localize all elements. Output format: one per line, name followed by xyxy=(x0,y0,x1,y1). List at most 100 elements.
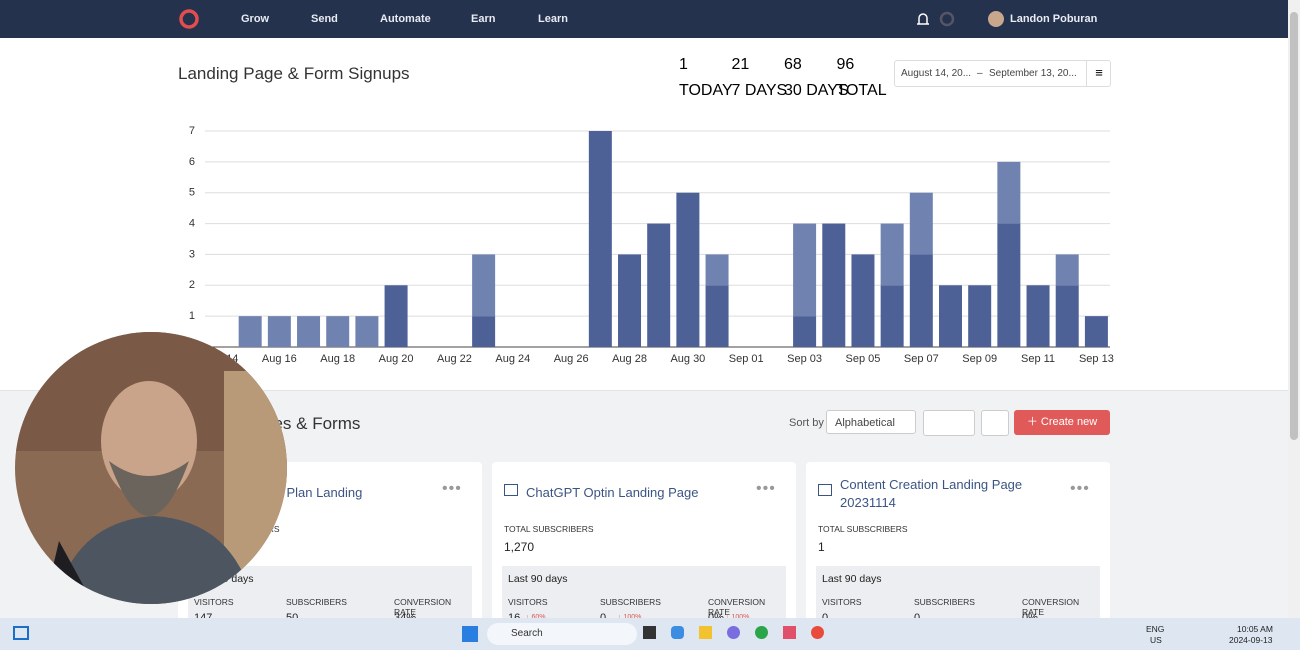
widgets[interactable] xyxy=(13,626,29,640)
webcam-overlay xyxy=(15,332,287,604)
bar-segment xyxy=(997,223,1021,347)
stats-box: Last 90 daysVISITORS0SUBSCRIBERS0CONVERS… xyxy=(816,566,1100,626)
logo[interactable] xyxy=(178,8,200,30)
view-toggle[interactable] xyxy=(923,410,975,436)
x-tick-label: Sep 09 xyxy=(962,353,997,365)
y-tick-label: 4 xyxy=(189,217,195,229)
x-tick-label: Sep 07 xyxy=(904,353,939,365)
y-tick-label: 1 xyxy=(189,310,195,322)
clock-time[interactable]: 10:05 AM xyxy=(1237,624,1273,634)
x-tick-label: Aug 28 xyxy=(612,353,647,365)
bar-segment xyxy=(851,254,875,347)
total-label: TOTAL SUBSCRIBERS xyxy=(504,524,594,534)
archive-button[interactable] xyxy=(981,410,1009,436)
x-tick-label: Aug 30 xyxy=(670,353,705,365)
rate-change: ↓ 100% xyxy=(726,614,749,621)
bar-segment xyxy=(705,254,729,286)
bar-segment xyxy=(472,316,496,347)
card-icon xyxy=(818,484,832,496)
bar-segment xyxy=(793,223,817,317)
card[interactable]: Content Creation Landing Page 20231114 ••… xyxy=(806,462,1110,626)
rate-label: CONVERSION RATE xyxy=(708,597,766,617)
card[interactable]: ChatGPT Optin Landing Page ••• TOTAL SUBSC… xyxy=(492,462,796,626)
scrollbar[interactable] xyxy=(1288,0,1300,618)
nav-item[interactable]: Learn xyxy=(538,13,568,25)
lang[interactable]: ENG xyxy=(1146,624,1165,634)
date-range[interactable]: August 14, 20... – September 13, 20... ≡ xyxy=(894,60,1111,87)
user-name[interactable]: Landon Poburan xyxy=(1010,13,1098,25)
x-tick-label: Aug 22 xyxy=(437,353,472,365)
menu-button[interactable]: ≡ xyxy=(1086,61,1111,86)
visitors-label: VISITORS xyxy=(822,597,862,607)
search-box[interactable]: Search xyxy=(487,623,637,645)
subscribers-label: SUBSCRIBERS xyxy=(286,597,347,607)
x-tick-label: Aug 24 xyxy=(495,353,530,365)
taskbar: Search ENG US 10:05 AM 2024-09-13 xyxy=(0,618,1300,650)
sort-select[interactable]: Alphabetical xyxy=(826,410,916,434)
nav-item[interactable]: Send xyxy=(311,13,338,25)
start[interactable] xyxy=(462,626,478,642)
y-tick-label: 5 xyxy=(189,187,195,199)
create-label[interactable]: Create new xyxy=(1040,416,1098,428)
bar-segment xyxy=(647,223,671,347)
bar-segment xyxy=(297,316,321,347)
nav-item[interactable]: Grow xyxy=(241,13,270,25)
stat-label: 7 DAYS xyxy=(731,82,788,99)
bar-segment xyxy=(1026,285,1050,347)
visitors-change: ↓ 60% xyxy=(526,614,545,621)
y-tick-label: 6 xyxy=(189,156,195,168)
period: Last 90 days xyxy=(822,573,882,585)
card-icon xyxy=(504,484,518,496)
search-label[interactable]: Search xyxy=(511,628,543,639)
create-button[interactable]: ＋ Create new xyxy=(1014,410,1110,435)
subscribers-label: SUBSCRIBERS xyxy=(914,597,975,607)
x-tick-label: Sep 05 xyxy=(846,353,881,365)
date-end[interactable]: September 13, 20... xyxy=(989,68,1077,79)
subscribers-label: SUBSCRIBERS xyxy=(600,597,661,607)
stat-value: 21 xyxy=(731,56,750,73)
app-icons[interactable] xyxy=(643,626,843,642)
stat-value: 96 xyxy=(836,56,855,73)
nav-item[interactable]: Earn xyxy=(471,13,496,25)
bar-segment xyxy=(1084,316,1108,347)
bar-segment xyxy=(880,223,904,286)
rate-label: CONVERSION RATE xyxy=(1022,597,1080,617)
bar-segment xyxy=(472,254,496,317)
nav-icons[interactable] xyxy=(914,11,958,29)
stat-label: 30 DAYS xyxy=(784,82,849,99)
bar-segment xyxy=(880,285,904,347)
card-menu: ••• xyxy=(1070,480,1090,497)
date-start[interactable]: August 14, 20... xyxy=(901,68,972,79)
y-tick-label: 2 xyxy=(189,279,195,291)
x-tick-label: Aug 20 xyxy=(379,353,414,365)
total-value: 1 xyxy=(818,540,825,554)
scroll-thumb[interactable] xyxy=(1290,12,1298,440)
card-menu: ••• xyxy=(756,480,776,497)
bar-segment xyxy=(822,223,846,347)
x-tick-label: Aug 18 xyxy=(320,353,355,365)
avatar[interactable] xyxy=(988,11,1004,27)
card-title[interactable]: ChatGPT Optin Landing Page xyxy=(526,485,699,500)
bar-segment xyxy=(997,161,1021,224)
stat-value: 1 xyxy=(679,56,688,73)
visitors-label: VISITORS xyxy=(508,597,548,607)
clock-date[interactable]: 2024-09-13 xyxy=(1229,635,1273,645)
bar-segment xyxy=(238,316,262,347)
bar-segment xyxy=(1055,254,1079,286)
bar-segment xyxy=(705,285,729,347)
bar-segment xyxy=(909,192,933,255)
total-label: TOTAL SUBSCRIBERS xyxy=(818,524,908,534)
y-tick-label: 3 xyxy=(189,248,195,260)
region[interactable]: US xyxy=(1150,635,1162,645)
nav-item[interactable]: Automate xyxy=(380,13,431,25)
stat-value: 68 xyxy=(784,56,802,73)
visitors-label: VISITORS xyxy=(194,597,234,607)
x-tick-label: Aug 26 xyxy=(554,353,589,365)
bar-segment xyxy=(326,316,350,347)
total-value: 1,270 xyxy=(504,540,535,554)
card-title[interactable]: Content Creation Landing Page 20231114 xyxy=(840,477,1023,510)
x-tick-label: Sep 03 xyxy=(787,353,822,365)
stats-box: Last 90 daysVISITORS16↓ 60%SUBSCRIBERS0↓… xyxy=(502,566,786,626)
